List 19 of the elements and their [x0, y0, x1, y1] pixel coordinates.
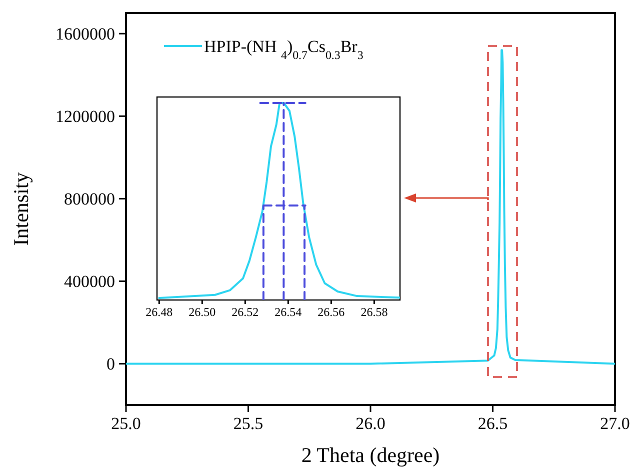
x-tick-label: 26.54: [274, 305, 302, 319]
y-tick-label: 800000: [64, 190, 115, 209]
x-tick-label: 26.50: [188, 305, 216, 319]
x-tick-label: 26.56: [318, 305, 345, 319]
legend-label: HPIP-(NH $_{4}$)$_{0.7}$Cs$_{0.3}$Br$_{3}$: [204, 37, 364, 62]
y-tick-label: 0: [106, 354, 115, 374]
x-tick-label: 26.0: [356, 414, 386, 433]
y-axis-title: Intensity: [9, 172, 33, 246]
x-tick-label: 26.5: [478, 414, 508, 433]
x-tick-label: 26.48: [146, 305, 173, 319]
y-tick-label: 1200000: [56, 107, 115, 126]
y-tick-label: 1600000: [56, 24, 115, 44]
x-tick-label: 27.0: [600, 414, 630, 433]
x-tick-label: 25.0: [111, 414, 141, 433]
x-tick-label: 25.5: [233, 414, 264, 433]
x-axis-title: 2 Theta (degree): [301, 443, 440, 467]
x-tick-label: 26.52: [232, 305, 259, 319]
y-tick-label: 400000: [64, 272, 115, 292]
x-tick-label: 26.58: [360, 305, 388, 319]
